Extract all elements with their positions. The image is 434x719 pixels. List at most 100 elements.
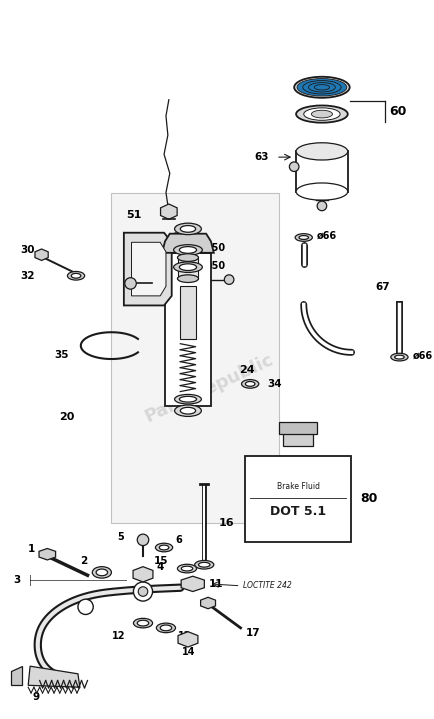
Polygon shape bbox=[201, 597, 216, 609]
Ellipse shape bbox=[160, 625, 172, 631]
Ellipse shape bbox=[179, 247, 197, 253]
Polygon shape bbox=[133, 567, 153, 582]
Polygon shape bbox=[162, 234, 214, 253]
Text: ø50: ø50 bbox=[205, 243, 225, 253]
Ellipse shape bbox=[96, 569, 108, 576]
Text: 33: 33 bbox=[174, 226, 189, 236]
Text: 60: 60 bbox=[389, 105, 406, 118]
Text: 32: 32 bbox=[20, 271, 35, 281]
Text: 24: 24 bbox=[239, 365, 254, 375]
Polygon shape bbox=[39, 549, 56, 560]
Ellipse shape bbox=[309, 83, 335, 92]
Bar bbox=[279, 422, 317, 434]
Text: ø50: ø50 bbox=[205, 260, 225, 270]
Text: 9: 9 bbox=[32, 692, 39, 702]
Ellipse shape bbox=[245, 382, 255, 386]
Text: 12: 12 bbox=[178, 631, 192, 641]
Ellipse shape bbox=[92, 567, 112, 578]
Text: 63: 63 bbox=[255, 152, 270, 162]
Ellipse shape bbox=[179, 396, 197, 402]
Ellipse shape bbox=[179, 264, 197, 270]
Polygon shape bbox=[28, 667, 80, 687]
Ellipse shape bbox=[155, 544, 173, 551]
Bar bbox=[283, 433, 313, 446]
Text: 51: 51 bbox=[127, 211, 142, 221]
Text: 20: 20 bbox=[59, 413, 74, 422]
Text: 3: 3 bbox=[13, 575, 20, 585]
Ellipse shape bbox=[178, 254, 198, 262]
Ellipse shape bbox=[299, 236, 309, 239]
Circle shape bbox=[224, 275, 234, 285]
Ellipse shape bbox=[174, 244, 202, 255]
Bar bbox=[296, 152, 348, 191]
Ellipse shape bbox=[296, 143, 348, 160]
Circle shape bbox=[125, 278, 136, 289]
Polygon shape bbox=[112, 193, 279, 523]
Polygon shape bbox=[181, 576, 204, 592]
Ellipse shape bbox=[180, 408, 196, 414]
Ellipse shape bbox=[198, 562, 210, 567]
Polygon shape bbox=[11, 667, 23, 685]
Text: 5: 5 bbox=[117, 532, 124, 542]
Text: 6: 6 bbox=[175, 535, 182, 545]
Text: 34: 34 bbox=[267, 379, 282, 389]
Ellipse shape bbox=[294, 77, 350, 98]
Ellipse shape bbox=[159, 545, 169, 550]
Bar bbox=[245, 456, 351, 542]
Text: 4: 4 bbox=[156, 562, 164, 572]
Circle shape bbox=[137, 534, 149, 546]
Text: 17: 17 bbox=[245, 628, 260, 638]
Circle shape bbox=[78, 599, 93, 615]
Ellipse shape bbox=[180, 226, 196, 232]
Ellipse shape bbox=[178, 564, 197, 573]
Polygon shape bbox=[161, 204, 177, 219]
Ellipse shape bbox=[174, 405, 201, 416]
Circle shape bbox=[133, 582, 153, 601]
Ellipse shape bbox=[174, 223, 201, 234]
Text: 15: 15 bbox=[153, 556, 168, 566]
Circle shape bbox=[317, 201, 327, 211]
Ellipse shape bbox=[133, 618, 153, 628]
Ellipse shape bbox=[178, 275, 198, 283]
Ellipse shape bbox=[312, 110, 332, 118]
Ellipse shape bbox=[156, 623, 175, 633]
Text: 12: 12 bbox=[112, 631, 126, 641]
Text: 67: 67 bbox=[375, 283, 390, 292]
Ellipse shape bbox=[71, 273, 81, 278]
Ellipse shape bbox=[174, 395, 201, 404]
Ellipse shape bbox=[304, 108, 340, 120]
Text: 35: 35 bbox=[54, 350, 69, 360]
Text: 16: 16 bbox=[219, 518, 234, 528]
Polygon shape bbox=[124, 233, 172, 306]
Text: 1: 1 bbox=[28, 544, 36, 554]
Text: 30: 30 bbox=[20, 245, 35, 255]
Ellipse shape bbox=[297, 78, 347, 96]
Text: 2: 2 bbox=[80, 556, 88, 566]
Text: 14: 14 bbox=[182, 647, 196, 657]
Ellipse shape bbox=[242, 380, 259, 388]
Ellipse shape bbox=[314, 85, 329, 90]
Circle shape bbox=[289, 162, 299, 172]
Ellipse shape bbox=[303, 81, 341, 94]
Circle shape bbox=[138, 587, 148, 596]
Ellipse shape bbox=[195, 560, 214, 569]
Text: Brake Fluid: Brake Fluid bbox=[276, 482, 319, 491]
Ellipse shape bbox=[137, 620, 149, 626]
Ellipse shape bbox=[391, 353, 408, 361]
Polygon shape bbox=[178, 632, 198, 647]
Text: ø66: ø66 bbox=[413, 350, 433, 360]
Ellipse shape bbox=[181, 566, 193, 571]
Polygon shape bbox=[35, 249, 48, 260]
Ellipse shape bbox=[296, 106, 348, 123]
Text: 11: 11 bbox=[209, 579, 224, 589]
Ellipse shape bbox=[295, 234, 312, 242]
Ellipse shape bbox=[395, 355, 404, 359]
Polygon shape bbox=[132, 242, 166, 296]
Text: 80: 80 bbox=[360, 493, 378, 505]
Text: LOCTITE 242: LOCTITE 242 bbox=[243, 581, 291, 590]
Text: ø66: ø66 bbox=[317, 231, 337, 241]
Bar bbox=[180, 286, 196, 339]
Text: DOT 5.1: DOT 5.1 bbox=[270, 505, 326, 518]
Ellipse shape bbox=[174, 262, 202, 273]
Bar bbox=[178, 257, 197, 279]
